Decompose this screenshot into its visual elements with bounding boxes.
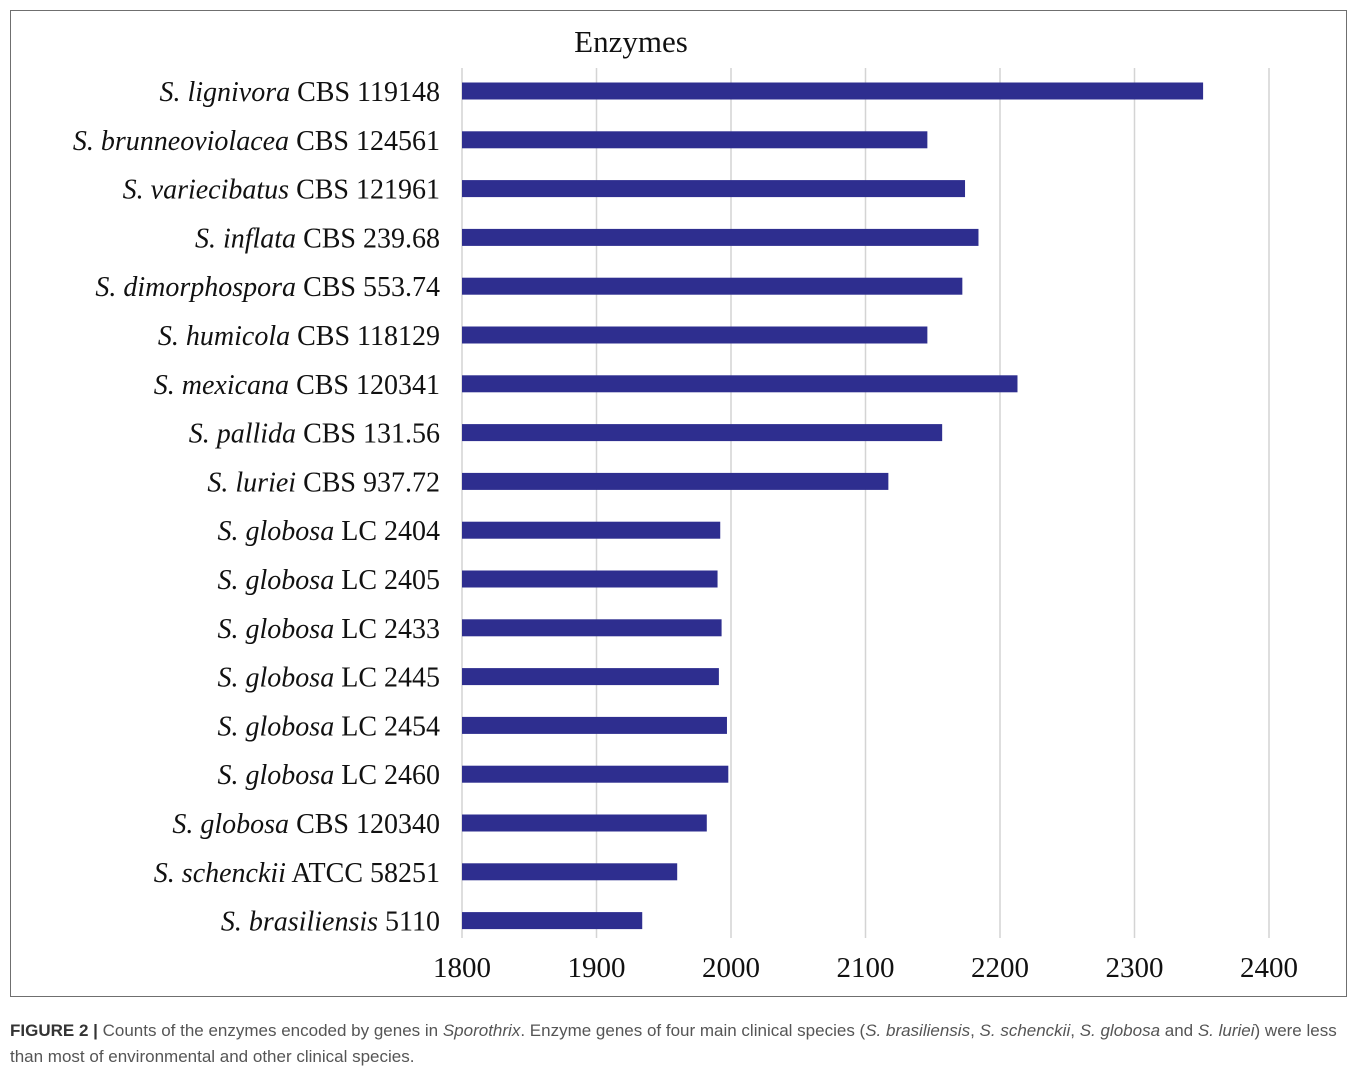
bar xyxy=(462,326,928,344)
species-name: S. brunneoviolacea xyxy=(73,126,289,157)
strain-id: CBS 124561 xyxy=(289,126,440,157)
strain-id: LC 2454 xyxy=(334,711,440,742)
strain-id: ATCC 58251 xyxy=(286,858,440,889)
species-name: S. globosa xyxy=(218,614,335,645)
y-category-label: S. globosa LC 2454 xyxy=(218,711,440,742)
x-tick-label: 2300 xyxy=(1106,952,1164,984)
species-name: S. schenckii xyxy=(154,858,286,889)
strain-id: CBS 937.72 xyxy=(296,467,440,498)
figure-label: FIGURE 2 | xyxy=(10,1021,98,1040)
y-category-label: S. schenckii ATCC 58251 xyxy=(154,858,440,889)
y-category-label: S. dimorphospora CBS 553.74 xyxy=(95,272,440,303)
x-tick-label: 2100 xyxy=(837,952,895,984)
species-name: S. globosa xyxy=(218,711,335,742)
bar xyxy=(462,180,966,198)
y-category-label: S. globosa LC 2460 xyxy=(218,760,440,791)
x-tick-label: 1900 xyxy=(568,952,626,984)
y-category-label: S. globosa LC 2404 xyxy=(218,516,440,547)
bar xyxy=(462,228,979,246)
y-category-label: S. brunneoviolacea CBS 124561 xyxy=(73,126,440,157)
strain-id: CBS 239.68 xyxy=(296,223,440,254)
x-axis-tick-labels: 1800 1900 2000 2100 2200 2300 2400 xyxy=(433,952,1298,984)
strain-id: LC 2445 xyxy=(334,663,440,694)
figure-frame xyxy=(10,10,1347,997)
bar xyxy=(462,619,722,637)
species-name: S. luriei xyxy=(207,467,296,498)
bar xyxy=(462,668,719,686)
chart-title: Enzymes xyxy=(574,24,688,59)
strain-id: LC 2460 xyxy=(334,760,440,791)
bar xyxy=(462,277,963,295)
species-name: S. globosa xyxy=(218,516,335,547)
bar xyxy=(462,424,943,442)
y-category-label: S. globosa LC 2445 xyxy=(218,663,440,694)
x-tick-label: 2000 xyxy=(702,952,760,984)
y-category-label: S. pallida CBS 131.56 xyxy=(189,419,440,450)
strain-id: 5110 xyxy=(378,907,440,938)
y-category-label: S. brasiliensis 5110 xyxy=(221,907,440,938)
species-name: S. globosa xyxy=(218,663,335,694)
y-category-label: S. lignivora CBS 119148 xyxy=(159,77,440,108)
species-name: S. lignivora xyxy=(159,77,290,108)
bar xyxy=(462,570,718,588)
species-name: S. globosa xyxy=(172,809,289,840)
strain-id: CBS 118129 xyxy=(290,321,440,352)
species-name: S. globosa xyxy=(218,760,335,791)
strain-id: LC 2405 xyxy=(334,565,440,596)
y-category-label: S. luriei CBS 937.72 xyxy=(207,467,440,498)
bar xyxy=(462,863,678,881)
y-category-label: S. humicola CBS 118129 xyxy=(158,321,440,352)
strain-id: LC 2404 xyxy=(334,516,440,547)
genus-name: Sporothrix xyxy=(442,1021,521,1040)
bar xyxy=(462,765,729,783)
species-name: S. inflata xyxy=(195,223,296,254)
bar xyxy=(462,716,727,734)
y-category-label: S. mexicana CBS 120341 xyxy=(154,370,440,401)
species-name: S. variecibatus xyxy=(123,175,290,206)
strain-id: CBS 121961 xyxy=(289,175,440,206)
bar xyxy=(462,82,1204,100)
strain-id: LC 2433 xyxy=(334,614,440,645)
species-name: S. pallida xyxy=(189,419,296,450)
species-name: S. humicola xyxy=(158,321,290,352)
grid-lines xyxy=(461,68,1270,938)
species-name: S. mexicana xyxy=(154,370,289,401)
y-category-label: S. variecibatus CBS 121961 xyxy=(123,175,440,206)
y-category-label: S. globosa LC 2433 xyxy=(218,614,440,645)
bar xyxy=(462,912,643,930)
bars xyxy=(462,82,1204,930)
strain-id: CBS 131.56 xyxy=(296,419,440,450)
bar xyxy=(462,521,721,539)
strain-id: CBS 553.74 xyxy=(296,272,440,303)
x-tick-label: 2400 xyxy=(1240,952,1298,984)
species-name: S. dimorphospora xyxy=(95,272,296,303)
strain-id: CBS 120341 xyxy=(289,370,440,401)
y-category-label: S. inflata CBS 239.68 xyxy=(195,223,440,254)
bar xyxy=(462,375,1018,393)
x-tick-label: 1800 xyxy=(433,952,491,984)
figure-caption: FIGURE 2 | Counts of the enzymes encoded… xyxy=(10,1021,1337,1066)
bar xyxy=(462,131,928,149)
bar xyxy=(462,472,889,490)
species-name: S. brasiliensis xyxy=(221,907,378,938)
species-name: S. globosa xyxy=(218,565,335,596)
strain-id: CBS 119148 xyxy=(290,77,440,108)
y-category-label: S. globosa CBS 120340 xyxy=(172,809,440,840)
strain-id: CBS 120340 xyxy=(289,809,440,840)
bar xyxy=(462,814,707,832)
y-category-label: S. globosa LC 2405 xyxy=(218,565,440,596)
x-tick-label: 2200 xyxy=(971,952,1029,984)
